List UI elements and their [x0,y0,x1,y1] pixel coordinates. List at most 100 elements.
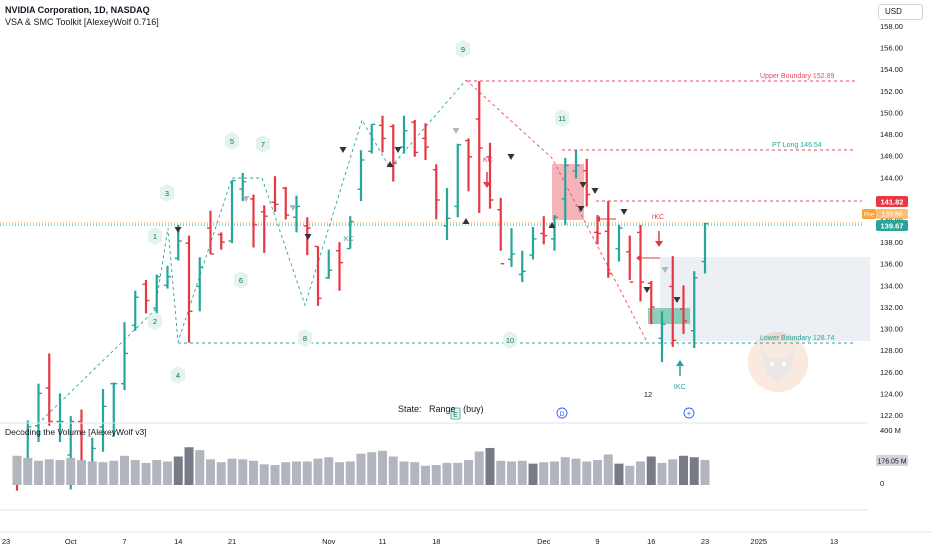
ohlc-bar [497,197,505,265]
wolf-watermark-icon [748,332,808,392]
state-suffix: (buy) [463,404,484,414]
ohlc-bar [250,194,257,248]
volume-bar [120,455,129,485]
volume-bar [378,450,387,485]
volume-bar [431,465,441,485]
signal-gray-icon [289,205,297,211]
svg-text:139.67: 139.67 [881,222,904,231]
price-tick-label: 122.00 [880,411,903,420]
signal-down-icon [304,234,312,240]
signal-down-icon [339,147,347,153]
price-tick-label: 156.00 [880,44,903,53]
volume-bar [313,458,323,485]
volume-bar [668,459,678,485]
wave-label: 9 [456,40,470,58]
ohlc-bar [142,279,150,314]
kc-label-2: KC [344,236,354,243]
ohlc-bar [131,290,139,331]
ohlc-bar [486,142,494,209]
signal-down-icon [507,154,515,160]
time-tick-label: 9 [595,537,599,546]
tkc-label: tKC [674,384,686,391]
volume-bar [335,462,344,485]
price-tick-label: 150.00 [880,108,903,117]
svg-text:7: 7 [261,140,265,149]
ohlc-bar [336,242,343,291]
ohlc-bar [207,210,214,255]
volume-bar [474,451,484,485]
ohlc-bar [658,311,666,363]
volume-bar [324,457,334,485]
ohlc-bar [153,274,161,318]
ohlc-bar [196,257,204,312]
price-tick-label: 126.00 [880,368,903,377]
ohlc-bar [615,224,623,262]
volume-scale-zero: 0 [880,479,884,488]
wave-label: 8 [298,329,312,347]
ohlc-bar [228,179,236,244]
volume-indicator-title[interactable]: Decoding the Volume [AlexeyWolf v3] [5,427,147,437]
ohlc-bar [529,226,537,260]
signal-down-icon [673,297,681,303]
ohlc-bar [346,216,354,250]
ohlc-bar [35,383,42,443]
ohlc-bar [314,245,322,306]
tkc-arrow-up-icon [676,360,684,376]
volume-bar [625,465,635,485]
svg-text:+: + [687,409,692,418]
volume-scale-top: 400 M [880,426,901,435]
price-tick-label: 154.00 [880,65,903,74]
price-tick-label: 134.00 [880,281,903,290]
volume-bar [496,460,506,485]
time-tick-label: 2025 [750,537,767,546]
volume-bar [163,461,172,485]
wave-label: 7 [256,135,270,153]
ohlc-bar [293,195,300,233]
state-value: Range [429,404,456,414]
signal-gray-icon [452,128,460,134]
volume-bar [464,460,473,485]
supply-zone-red [552,164,584,220]
volume-bar [195,450,205,485]
signal-down-icon [394,147,402,153]
volume-bar [356,453,366,485]
signal-up-icon [462,218,470,224]
volume-bar [77,460,86,485]
time-tick-label: Oct [65,537,78,546]
ohlc-bar [260,205,268,253]
add-event-icon[interactable]: + [683,407,695,419]
volume-bar [528,463,538,485]
signal-gray-icon [242,196,250,202]
volume-bar [646,456,656,485]
ohlc-bar [45,353,53,426]
pt-long-label: PT Long 146.54 [772,142,822,149]
ohlc-bar [411,120,419,157]
volume-bar [23,457,33,485]
svg-text:Pre: Pre [864,212,875,219]
price-tick-label: 124.00 [880,389,903,398]
volume-bar [216,462,226,485]
volume-bar [657,462,667,485]
volume-bar [571,458,581,485]
svg-text:1: 1 [153,232,157,241]
svg-text:176.05 M: 176.05 M [877,459,906,466]
swing-down-line [465,79,647,341]
volume-bar [603,454,613,485]
volume-bar [689,457,699,485]
svg-text:3: 3 [165,189,169,198]
volume-bar [453,462,463,485]
ohlc-bar [701,222,709,274]
chart-title[interactable]: NVIDIA Corporation, 1D, NASDAQ [5,5,150,15]
time-tick-label: 14 [174,537,182,546]
time-tick-label: 7 [122,537,126,546]
indicator-title[interactable]: VSA & SMC Toolkit [AlexeyWolf 0.716] [5,17,159,27]
svg-text:141.82: 141.82 [881,198,904,207]
currency-selector[interactable]: USD [878,4,923,20]
price-tick-label: 138.00 [880,238,903,247]
volume-bar [700,459,710,485]
volume-bar [206,459,215,485]
ohlc-bar [56,393,64,443]
upper-boundary-label: Upper Boundary 152.89 [760,73,834,80]
ohlc-bar [637,224,644,302]
